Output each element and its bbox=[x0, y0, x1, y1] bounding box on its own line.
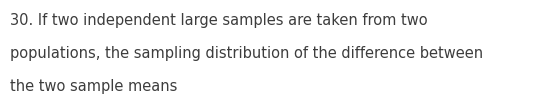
Text: populations, the sampling distribution of the difference between: populations, the sampling distribution o… bbox=[10, 46, 483, 61]
Text: 30. If two independent large samples are taken from two: 30. If two independent large samples are… bbox=[10, 13, 427, 28]
Text: the two sample means: the two sample means bbox=[10, 79, 177, 94]
